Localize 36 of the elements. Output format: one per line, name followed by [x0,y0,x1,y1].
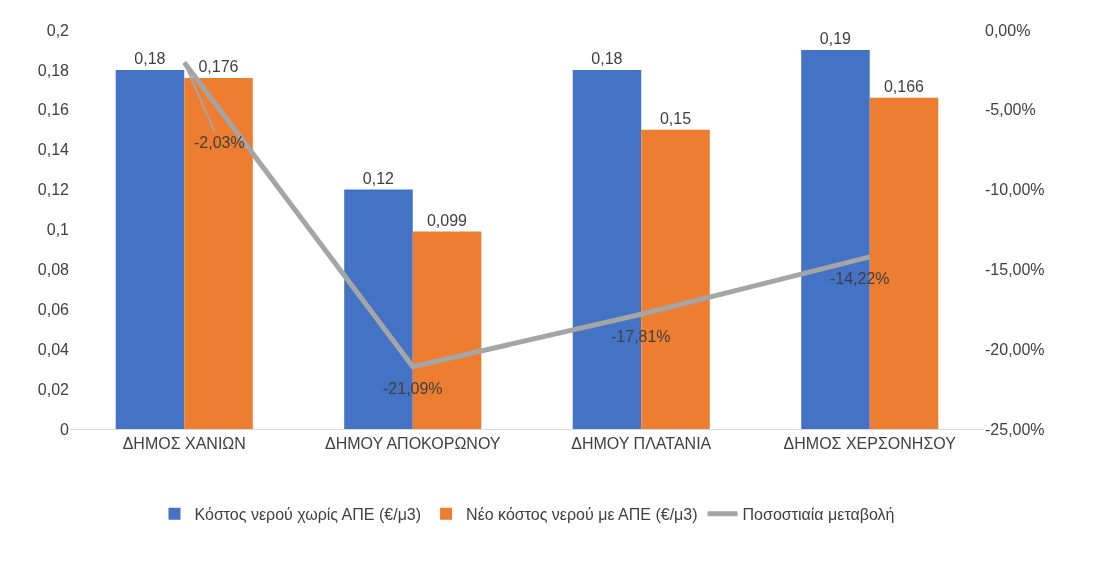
y-tick-label: 0,16 [37,101,70,119]
data-label: 0,166 [883,77,925,95]
data-label: 0,19 [819,29,852,47]
y-tick-label: 0,04 [37,340,70,358]
y-tick-label: 0,14 [37,141,70,159]
x-tick-label: ΔΗΜΟΣ ΧΕΡΣΟΝΗΣΟΥ [783,435,957,453]
y-tick-label: 0,18 [37,61,70,79]
y2-tick-label: -15,00% [985,261,1045,278]
y2-tick-label: -10,00% [985,181,1045,199]
data-label: 0,176 [198,57,239,75]
y2-tick-label: -25,00% [985,420,1045,438]
data-label: 0,15 [659,109,692,127]
data-label: 0,18 [591,49,623,67]
y-tick-label: 0,08 [37,261,70,278]
x-tick-label: ΔΗΜΟΥ ΑΠΟΚΟΡΩΝΟΥ [324,435,501,453]
y-tick-label: 0 [60,420,70,438]
y-tick-label: 0,1 [46,221,70,239]
y2-tick-label: 0,00% [985,21,1031,39]
data-label: -2,03% [194,134,245,151]
data-label: -21,09% [383,380,443,397]
y-tick-label: 0,2 [46,21,70,39]
bar [115,69,185,429]
data-label: 0,18 [134,49,166,67]
data-label: 0,12 [362,169,395,187]
bar [184,77,253,429]
y2-tick-label: -5,00% [985,101,1036,119]
x-tick-label: ΔΗΜΟΣ ΧΑΝΙΩΝ [122,435,246,453]
legend-label: Ποσοστιαία μεταβολή [742,505,895,523]
legend-label: Νέο κόστος νερού με ΑΠΕ (€/μ3) [466,505,698,523]
y2-tick-label: -20,00% [985,340,1045,358]
legend-label: Κόστος νερού χωρίς ΑΠΕ (€/μ3) [194,505,422,523]
y-tick-label: 0,12 [37,181,70,199]
x-tick-label: ΔΗΜΟΥ ΠΛΑΤΑΝΙΑ [571,435,712,453]
y-tick-label: 0,02 [37,380,70,398]
y-tick-label: 0,06 [37,300,70,318]
data-label: 0,099 [426,211,468,229]
